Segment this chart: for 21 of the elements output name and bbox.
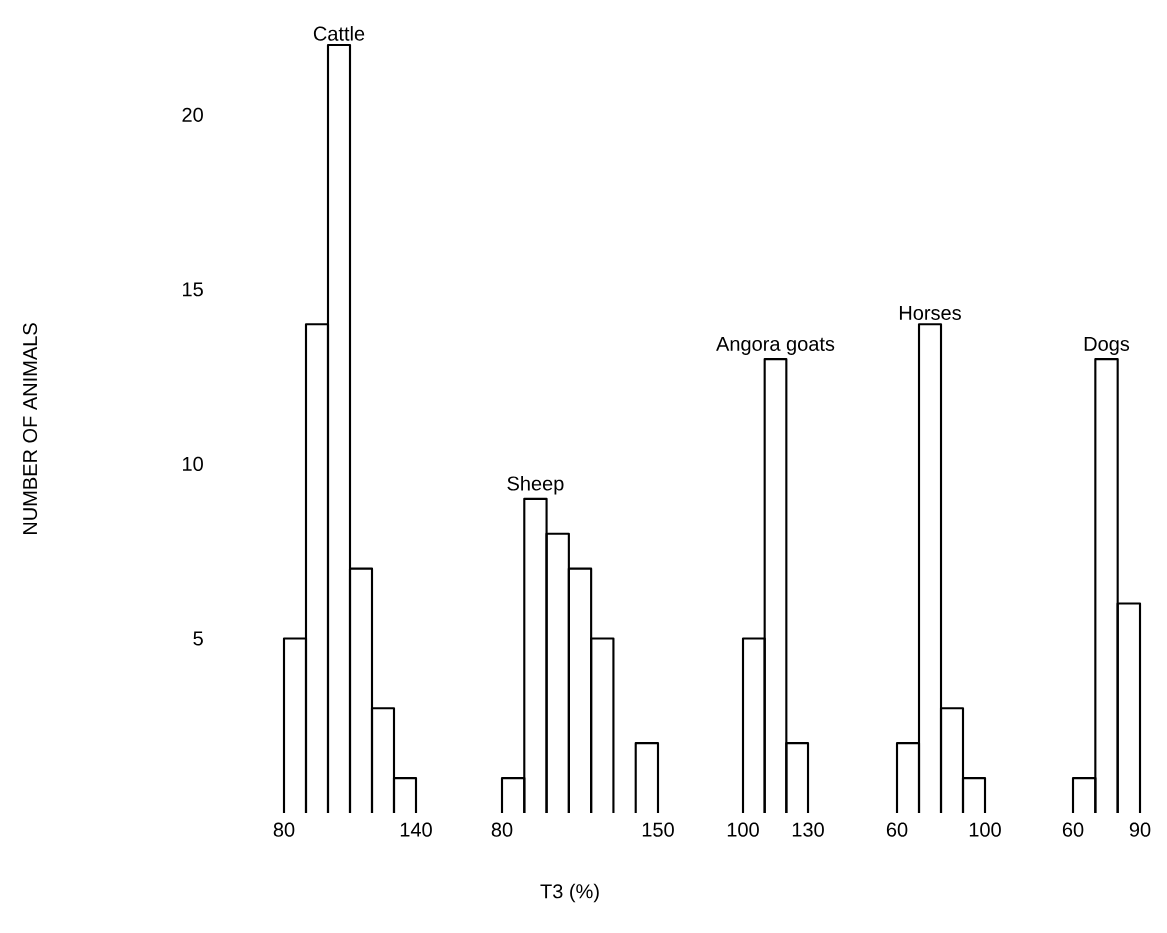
chart-title: Cattle [313,26,365,41]
x-tick-label: 60 [886,822,908,837]
x-tick-label: 80 [491,822,513,837]
x-axis-title: T3 (%) [540,883,599,903]
y-tick-label: 10 [183,456,203,471]
y-axis-title: NUMBER OF ANIMALS [22,323,38,535]
text: Angora goats [716,337,835,355]
x-tick-label: 130 [792,822,824,837]
x-tick-label: 60 [1062,822,1084,837]
x-tick-label: 80 [273,822,295,837]
x-tick-label: 150 [642,822,674,837]
y-tick-label: 15 [183,282,203,297]
x-tick-label: 100 [727,822,759,837]
x-tick-label: 140 [400,822,432,837]
text: Horses [899,306,961,320]
y-tick-label: 5 [193,631,203,646]
y-tick-label: 20 [182,107,203,122]
x-tick-label: 90 [1129,822,1151,837]
text: Dogs [1084,337,1130,355]
text: Sheep [507,475,564,495]
x-tick-label: 100 [969,822,1001,837]
